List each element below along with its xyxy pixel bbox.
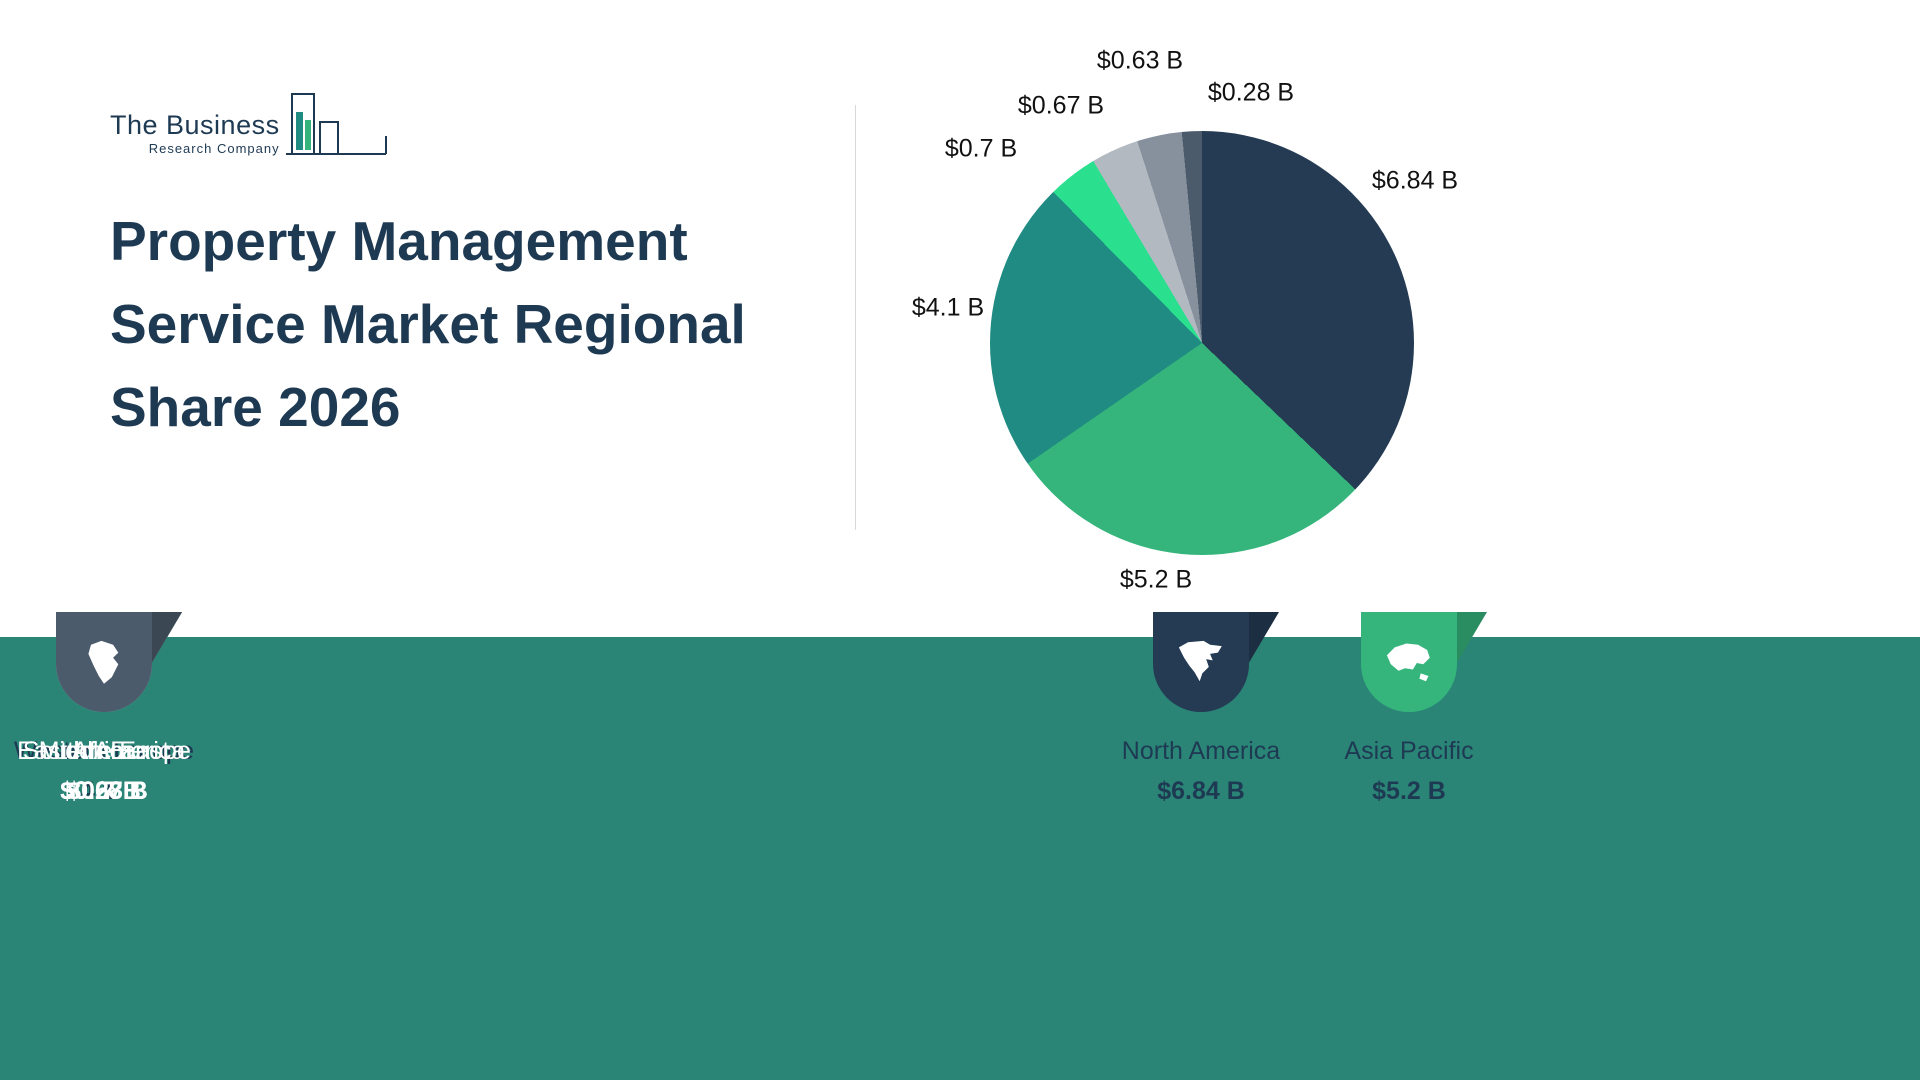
brand-name-line2: Research Company — [148, 141, 280, 156]
pie-label-middle-east: $0.67 B — [1017, 91, 1105, 120]
ribbon-badge — [1153, 612, 1249, 712]
legend-label: Africa — [72, 737, 136, 765]
legend-label: Eastern Europe — [17, 737, 191, 765]
legend-item: Asia Pacific $5.2 B — [1305, 612, 1513, 806]
legend-badge — [1361, 612, 1487, 712]
pie-label-south-america: $0.63 B — [1096, 46, 1184, 75]
legend-value: $0.28 B — [60, 777, 148, 805]
ribbon-flap — [1455, 612, 1487, 666]
africa-icon — [88, 640, 119, 684]
page-title: Property Management Service Market Regio… — [110, 200, 830, 449]
ribbon-flap — [150, 612, 182, 666]
brand-logo: The Business Research Company — [110, 90, 390, 160]
page-title-line1: Property Management — [110, 210, 688, 272]
legend-band — [0, 637, 1920, 1080]
ribbon-badge — [1361, 612, 1457, 712]
legend-label: North America — [1121, 737, 1281, 765]
legend-badge — [1153, 612, 1279, 712]
legend-label: Middle East — [38, 737, 170, 765]
pie-label-north-america: $6.84 B — [1371, 166, 1459, 195]
page-title-line2: Service Market Regional — [110, 293, 746, 355]
legend-value: $0.7 B — [67, 777, 141, 805]
legend-badge — [56, 612, 182, 712]
brand-name: The Business Research Company — [110, 110, 280, 160]
vertical-divider — [855, 105, 856, 530]
legend-value: $0.63 B — [60, 777, 148, 805]
ribbon-badge — [56, 612, 152, 712]
legend-label: Western Europe — [13, 737, 195, 765]
legend-label: South America — [22, 737, 186, 765]
legend-item: Africa $0.28 B — [0, 612, 208, 806]
legend-value: $4.1 B — [67, 777, 141, 805]
legend-value: $6.84 B — [1157, 777, 1245, 805]
north-america-icon — [1178, 640, 1222, 682]
pie-label-western-europe: $4.1 B — [911, 293, 985, 322]
pie-label-africa: $0.28 B — [1207, 78, 1295, 107]
pie-chart — [990, 131, 1414, 555]
pie-label-eastern-europe: $0.7 B — [944, 134, 1018, 163]
legend-label: Asia Pacific — [1344, 737, 1474, 765]
bar-chart-logo-icon — [285, 93, 387, 155]
page-title-line3: Share 2026 — [110, 376, 401, 438]
chart-area: $6.84 B $5.2 B $4.1 B $0.7 B $0.67 B $0.… — [880, 20, 1520, 620]
asia-pacific-icon — [1386, 643, 1430, 682]
legend-value: $0.67 B — [60, 777, 148, 805]
brand-name-line1: The Business — [110, 110, 280, 140]
legend-value: $5.2 B — [1372, 777, 1446, 805]
legend-item: North America $6.84 B — [1097, 612, 1305, 806]
pie-label-asia-pacific: $5.2 B — [1119, 565, 1193, 594]
ribbon-flap — [1247, 612, 1279, 666]
